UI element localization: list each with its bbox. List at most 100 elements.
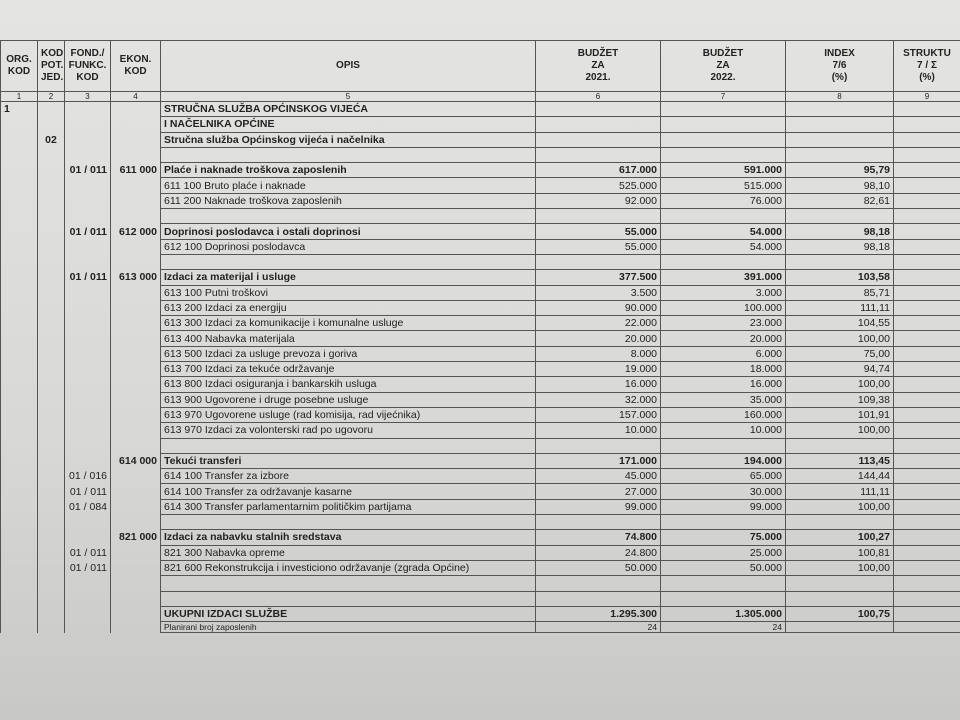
empty-cell [37,116,65,133]
cell-org: 1 [0,101,38,117]
cell-opis: 613 970 Izdaci za volonterski rad po ugo… [160,422,536,439]
cell-idx: 144,44 [785,468,894,485]
empty-cell [893,238,960,255]
empty-cell [37,407,65,423]
table-row: 611 100 Bruto plaće i naknade 525.000 515.… [0,177,960,194]
table-row: 01 / 016 614 100 Transfer za izbore 45.000… [0,468,960,485]
empty-cell [660,575,786,592]
empty-cell [535,208,661,225]
empty-cell [893,116,960,133]
cell-opis: Izdaci za nabavku stalnih sredstava [160,529,536,546]
cell-b21: 24 [535,621,661,634]
empty-cell [893,406,960,424]
empty-cell [0,392,38,408]
table-row: 613 970 Izdaci za volonterski rad po ugo… [0,422,960,439]
cell-idx: 111,11 [785,299,894,317]
empty-cell [37,514,65,530]
column-number: 2 [37,91,65,102]
empty-cell [110,132,161,148]
cell-b21: 24.800 [535,544,661,561]
empty-cell [64,285,111,301]
cell-opis: Stručna služba Općinskog vijeća i načeln… [160,131,536,148]
table-row [0,253,960,271]
table-row: 01 / 011 614 100 Transfer za održavanje k… [0,483,960,500]
cell-b21: 55.000 [535,238,661,255]
cell-opis: 611 200 Naknade troškova zaposlenih [160,192,536,210]
cell-b21: 99.000 [535,498,661,516]
empty-cell [0,315,38,331]
cell-idx: 113,45 [785,452,894,470]
empty-cell [64,392,111,408]
header-row: ORG. KOD KOD POT. JED. FOND./ FUNKC. KOD EK… [0,40,960,92]
empty-cell [893,253,960,271]
empty-cell [37,438,65,454]
empty-cell [893,223,960,240]
empty-cell [37,376,65,393]
empty-cell [37,392,65,408]
empty-cell [0,545,38,561]
cell-idx: 98,10 [785,177,894,194]
empty-cell [0,116,38,133]
table-body: 1 STRUČNA SLUŽBA OPĆINSKOG VIJEĆA I NAČELN… [0,100,960,634]
empty-cell [64,376,111,393]
empty-cell [37,468,65,484]
empty-cell [893,131,960,148]
cell-idx: 100,00 [785,376,894,393]
empty-cell [785,514,894,531]
table-row [0,437,960,454]
empty-cell [37,208,65,224]
empty-cell [0,193,38,209]
cell-fond: 01 / 011 [64,560,111,576]
empty-cell [0,453,38,469]
empty-cell [110,468,161,484]
cell-fond: 01 / 011 [64,223,111,240]
table-row: 821 000 Izdaci za nabavku stalnih sredsta… [0,529,960,546]
cell-b22: 194.000 [660,452,786,470]
cell-b21: 22.000 [535,315,661,332]
empty-cell [0,330,38,347]
empty-cell [110,422,161,439]
empty-cell [893,452,960,470]
column-number: 8 [785,91,894,102]
cell-fond: 01 / 011 [64,545,111,561]
empty-cell [660,131,786,148]
cell-b22: 35.000 [660,391,786,408]
empty-cell [110,361,161,377]
empty-cell [660,590,786,607]
cell-b21: 55.000 [535,223,661,240]
cell-b22: 20.000 [660,330,786,347]
empty-cell [893,345,960,363]
cell-b22: 100.000 [660,299,786,317]
column-header: INDEX 7/6 (%) [785,40,894,92]
empty-cell [785,437,894,454]
empty-cell [0,499,38,515]
empty-cell [660,100,786,118]
empty-cell [110,101,161,117]
empty-cell [37,300,65,316]
empty-cell [37,606,65,622]
cell-b22: 16.000 [660,376,786,393]
table-row: 613 200 Izdaci za energiju 90.000 100.000 1… [0,299,960,317]
table-row [0,514,960,531]
cell-fond: 01 / 011 [64,162,111,178]
empty-cell [64,346,111,362]
empty-cell [535,253,661,271]
cell-idx: 100,75 [785,605,894,623]
empty-cell [535,575,661,592]
empty-cell [893,177,960,194]
empty-cell [893,100,960,118]
empty-cell [110,208,161,224]
cell-opis: I NAČELNIKA OPĆINE [160,116,536,133]
cell-opis: Izdaci za materijal i usluge [160,269,536,286]
empty-cell [64,529,111,546]
empty-cell [535,116,661,133]
empty-cell [0,208,38,224]
cell-opis: Tekući transferi [160,452,536,470]
empty-cell [110,392,161,408]
cell-b21: 90.000 [535,299,661,317]
cell-b21: 617.000 [535,162,661,179]
column-number: 1 [0,91,38,102]
cell-b21: 171.000 [535,452,661,470]
cell-opis: Plaće i naknade troškova zaposlenih [160,162,536,179]
table-row: 612 100 Doprinosi poslodavca 55.000 54.000… [0,238,960,255]
